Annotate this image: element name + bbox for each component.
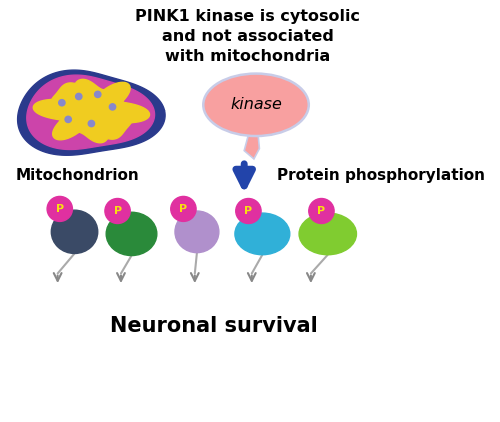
Circle shape xyxy=(110,104,116,110)
Circle shape xyxy=(105,198,130,224)
Text: Mitochondrion: Mitochondrion xyxy=(16,168,139,183)
Polygon shape xyxy=(18,70,165,155)
Text: P: P xyxy=(318,206,326,216)
Circle shape xyxy=(65,116,71,122)
Circle shape xyxy=(309,198,334,224)
Text: Neuronal survival: Neuronal survival xyxy=(110,316,318,335)
Text: kinase: kinase xyxy=(230,97,282,112)
Polygon shape xyxy=(244,135,260,159)
Circle shape xyxy=(94,91,101,97)
Ellipse shape xyxy=(204,73,309,136)
Circle shape xyxy=(236,198,261,224)
Text: P: P xyxy=(114,206,122,216)
Circle shape xyxy=(47,196,72,222)
Ellipse shape xyxy=(175,211,219,253)
Ellipse shape xyxy=(235,213,290,255)
Text: P: P xyxy=(56,204,64,214)
Text: P: P xyxy=(180,204,188,214)
Circle shape xyxy=(58,100,65,106)
Polygon shape xyxy=(34,79,150,143)
Text: PINK1 kinase is cytosolic
and not associated
with mitochondria: PINK1 kinase is cytosolic and not associ… xyxy=(135,9,360,64)
Ellipse shape xyxy=(106,212,157,256)
Ellipse shape xyxy=(299,213,356,255)
Ellipse shape xyxy=(52,210,98,254)
Text: Protein phosphorylation: Protein phosphorylation xyxy=(277,168,485,183)
Circle shape xyxy=(76,93,82,100)
Text: P: P xyxy=(244,206,252,216)
Polygon shape xyxy=(27,75,154,149)
Circle shape xyxy=(88,120,94,127)
Circle shape xyxy=(171,196,196,222)
